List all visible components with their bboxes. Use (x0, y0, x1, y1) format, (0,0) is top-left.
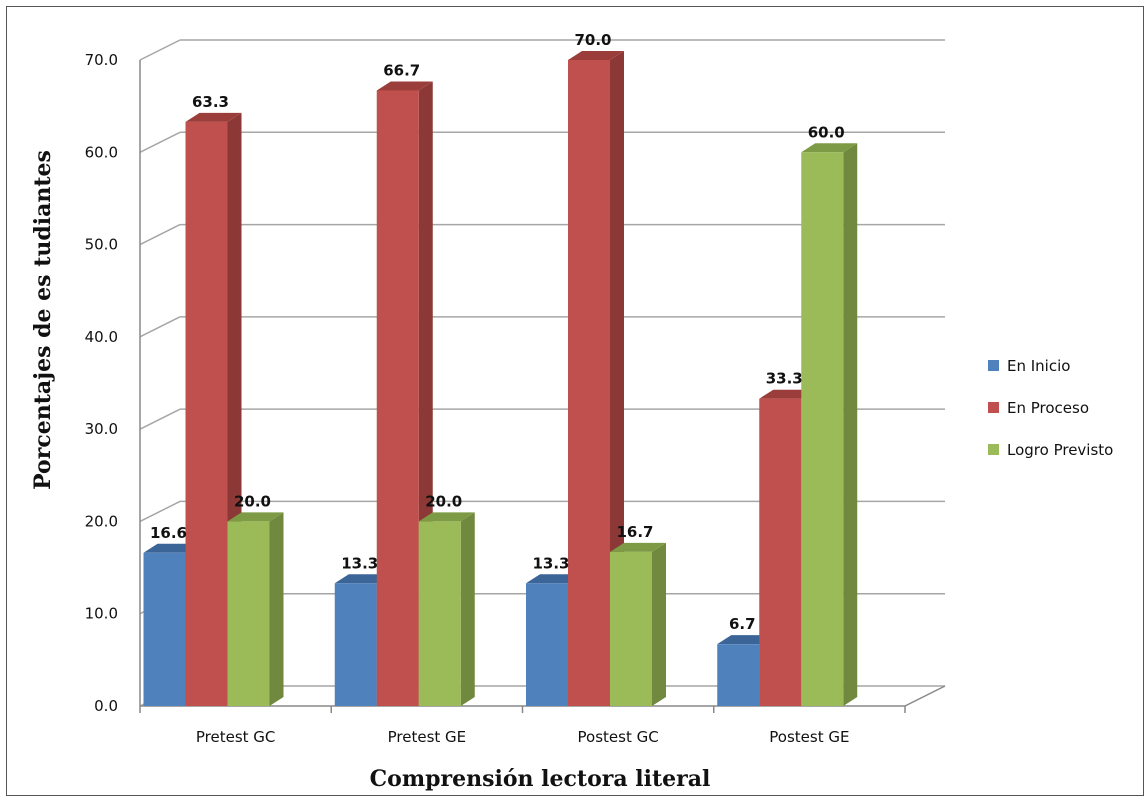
bar-front (185, 121, 228, 707)
bar-side (460, 512, 475, 706)
bar-top (418, 512, 475, 522)
gridline-wall (139, 39, 181, 61)
bar-top (227, 512, 284, 522)
bar-side (610, 51, 624, 706)
bar-side (843, 143, 858, 707)
bar-front (334, 583, 377, 706)
bar-front (143, 552, 186, 706)
data-label: 13.3 (532, 554, 569, 572)
gridline-wall (139, 408, 181, 430)
bar-front (418, 521, 461, 706)
legend-swatch (988, 360, 999, 371)
bar (227, 512, 284, 706)
y-tick-label: 10.0 (85, 605, 118, 623)
data-label: 20.0 (425, 492, 462, 510)
bar-top (185, 112, 242, 122)
legend-swatch (988, 402, 999, 413)
y-tick-label: 50.0 (85, 236, 118, 254)
data-label: 63.3 (192, 93, 229, 111)
legend-label: Logro Previsto (1007, 441, 1113, 459)
gridline-wall (139, 316, 181, 338)
y-tick-label: 30.0 (85, 420, 118, 438)
y-tick-label: 20.0 (85, 512, 118, 530)
legend: En Inicio En Proceso Logro Previsto (988, 357, 1113, 459)
bar-side (652, 542, 666, 706)
x-tick-label: Pretest GC (196, 728, 276, 746)
data-label: 20.0 (234, 492, 271, 510)
bar (568, 51, 624, 706)
x-tick-label: Pretest GE (388, 728, 467, 746)
bar-front (801, 152, 844, 707)
legend-item: En Proceso (988, 399, 1089, 417)
y-tick-label: 70.0 (85, 51, 118, 69)
data-label: 13.3 (341, 554, 378, 572)
legend-swatch (988, 444, 999, 455)
y-tick-label: 0.0 (94, 697, 118, 715)
data-label: 16.6 (150, 524, 187, 542)
data-label: 16.7 (616, 523, 653, 541)
x-tick-label: Postest GC (578, 728, 659, 746)
data-label: 6.7 (729, 615, 756, 633)
legend-item: En Inicio (988, 357, 1070, 375)
y-axis-title: Porcentajes de es tudiantes (30, 150, 56, 490)
data-label: 66.7 (383, 61, 420, 79)
x-tick-label: Postest GE (769, 728, 849, 746)
bar-front (610, 551, 652, 706)
floor-edge (904, 685, 946, 707)
bar-side (269, 512, 284, 706)
y-tick-label: 60.0 (85, 143, 118, 161)
gridline-wall (139, 131, 181, 153)
bar-front (227, 521, 270, 706)
bar (418, 512, 475, 706)
bar-front (759, 398, 802, 706)
bar-front (376, 90, 419, 706)
bar (610, 542, 666, 706)
bar (185, 112, 242, 707)
legend-item: Logro Previsto (988, 441, 1113, 459)
data-label: 60.0 (808, 123, 845, 141)
bar-front (568, 60, 610, 706)
bar-top (610, 542, 666, 552)
gridline-wall (139, 223, 181, 246)
bar-top (801, 143, 858, 153)
bar-top (376, 81, 433, 91)
bar-front (526, 583, 568, 706)
bar-front (717, 644, 760, 706)
legend-label: En Proceso (1007, 399, 1089, 417)
gridline-wall (139, 500, 181, 523)
legend-label: En Inicio (1007, 357, 1070, 375)
bars-layer (143, 51, 858, 707)
bar-top (568, 51, 624, 60)
y-tick-label: 40.0 (85, 328, 118, 346)
labels-layer: 16.6 13.3 13.3 6.7 63.3 66.7 70.0 33.3 20.0 20.0 1… (150, 31, 845, 633)
x-axis-title: Comprensión lectora literal (370, 766, 711, 792)
bar (801, 143, 858, 707)
data-label: 33.3 (766, 370, 803, 388)
data-label: 70.0 (574, 31, 611, 49)
